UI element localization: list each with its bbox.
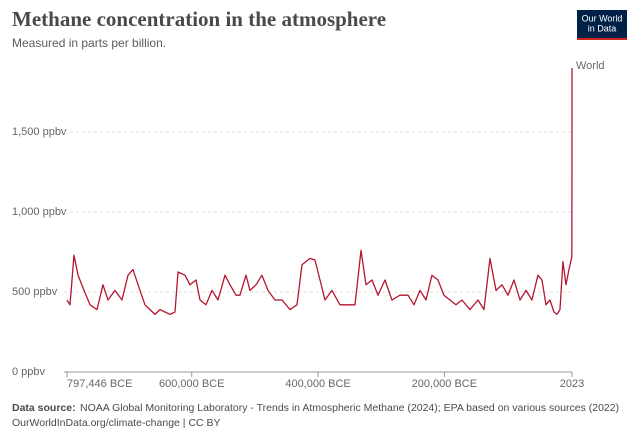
logo-underline: [577, 38, 627, 40]
y-tick-label: 1,000 ppbv: [12, 206, 67, 218]
line: [66, 67, 573, 316]
source: NOAA Global Monitoring Laboratory - Tren…: [80, 402, 619, 414]
chart-subtitle: Measured in parts per billion.: [12, 36, 166, 50]
x-tick-label: 200,000 BCE: [412, 378, 477, 390]
y-tick-label: 1,500 ppbv: [12, 126, 67, 138]
logo-text: Our World: [582, 13, 623, 23]
y-tick-label: 500 ppbv: [12, 286, 58, 298]
x-tick-label: 600,000 BCE: [159, 378, 224, 390]
x-tick-label: 797,446 BCE: [67, 378, 132, 390]
y-tick-label: 0 ppbv: [12, 366, 46, 378]
source-label: Data source:: [12, 402, 76, 414]
x-tick-label: 2023: [560, 378, 584, 390]
footer: OurWorldInData.org/climate-change | CC B…: [12, 417, 221, 429]
series-label: World: [576, 60, 605, 72]
logo-text: in Data: [588, 23, 617, 33]
x-tick-label: 400,000 BCE: [285, 378, 350, 390]
chart-title: Methane concentration in the atmosphere: [12, 7, 386, 31]
logo-box: [577, 10, 627, 40]
